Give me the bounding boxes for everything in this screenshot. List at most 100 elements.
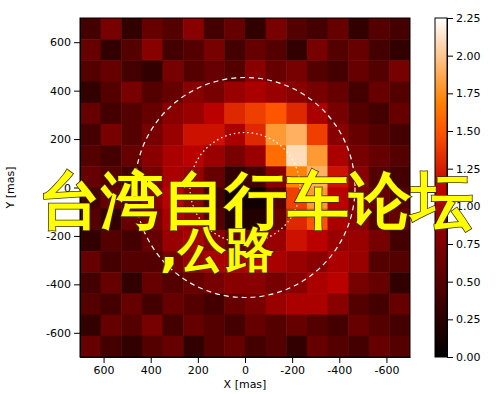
heat-cell [121,124,142,146]
heat-cell [266,293,287,315]
heat-cell [142,103,163,125]
tick: 2.25 [447,12,481,25]
heat-cell [266,315,287,337]
heat-cell [286,103,307,125]
heat-cell [369,103,390,125]
heat-cell [307,336,328,357]
heat-cell [224,60,245,82]
heat-cell [328,293,349,315]
tick: 1.50 [447,125,481,138]
heat-cell [121,82,142,104]
heat-cell [80,82,101,104]
heat-cell [121,293,142,315]
heat-cell [204,39,225,61]
heat-cell [245,39,266,61]
heat-cell [183,315,204,337]
tick: 0.50 [447,276,481,289]
heat-cell [101,315,122,337]
heat-cell [80,39,101,61]
x-axis: 6004002000-200-400-600 [81,357,411,377]
heat-cell [348,124,369,146]
tick: 400 [50,85,80,98]
heat-cell [142,60,163,82]
heat-cell [183,60,204,82]
tick: -200 [280,357,305,377]
heat-cell [224,39,245,61]
tick-label: -400 [327,364,352,377]
heat-cell [389,39,410,61]
heat-cell [389,315,410,337]
heat-cell [348,60,369,82]
heat-cell [80,60,101,82]
tick-mark [447,282,453,283]
tick-mark [386,357,387,363]
tick-mark [447,319,453,320]
heat-cell [369,18,390,40]
tick: 1.75 [447,87,481,100]
heat-cell [389,272,410,294]
tick-mark [447,93,453,94]
heat-cell [183,293,204,315]
tick-label: 0.75 [456,238,481,251]
heat-cell [163,18,184,40]
heat-cell [80,124,101,146]
tick-mark [104,357,105,363]
heat-cell [121,60,142,82]
heat-cell [286,251,307,273]
tick-mark [447,244,453,245]
heat-cell [389,124,410,146]
heat-cell [163,103,184,125]
heat-cell [286,124,307,146]
heat-cell [204,293,225,315]
tick: 600 [94,357,115,377]
heat-cell [101,124,122,146]
heat-cell [328,60,349,82]
tick-mark [74,42,80,43]
tick-mark [447,18,453,19]
tick: 0.75 [447,238,481,251]
heat-cell [204,315,225,337]
heat-cell [286,336,307,357]
heat-cell [369,251,390,273]
tick-label: -600 [374,364,399,377]
heat-cell [80,18,101,40]
heat-cell [266,336,287,357]
heat-cell [183,18,204,40]
heat-cell [245,18,266,40]
tick-label: 0 [242,364,249,377]
heat-cell [183,103,204,125]
heat-cell [224,82,245,104]
heat-cell [101,251,122,273]
heat-cell [266,39,287,61]
heat-cell [286,82,307,104]
heat-cell [266,18,287,40]
heat-cell [348,251,369,273]
tick-label: 200 [188,364,209,377]
overlay-text: ,公路 [160,221,274,277]
heat-cell [224,18,245,40]
heat-cell [142,82,163,104]
heat-cell [183,82,204,104]
tick-label: 0.25 [456,313,481,326]
heat-cell [101,103,122,125]
tick-label: 1.50 [456,125,481,138]
heat-cell [286,272,307,294]
tick-mark [74,284,80,285]
tick-mark [74,139,80,140]
heat-cell [348,82,369,104]
tick-label: 0.00 [456,351,481,364]
heat-cell [163,293,184,315]
heat-cell [328,272,349,294]
heat-cell [163,315,184,337]
heat-cell [101,293,122,315]
heat-cell [266,60,287,82]
heat-cell [245,124,266,146]
heat-cell [121,18,142,40]
heat-cell [121,39,142,61]
heat-cell [348,293,369,315]
heat-cell [286,39,307,61]
heat-cell [183,124,204,146]
heat-cell [348,103,369,125]
heat-cell [183,39,204,61]
heat-cell [204,103,225,125]
